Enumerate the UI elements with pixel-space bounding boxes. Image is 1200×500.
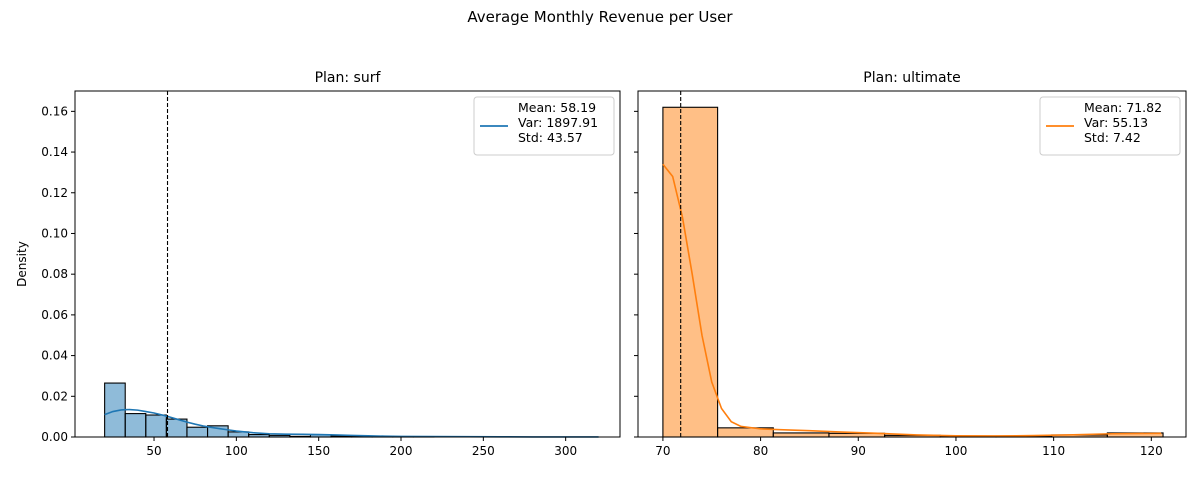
y-tick-label: 0.02 xyxy=(41,389,68,403)
histogram-bar xyxy=(186,426,209,438)
y-tick-label: 0.12 xyxy=(41,186,68,200)
y-tick-label: 0.16 xyxy=(41,104,68,118)
y-tick-label: 0.14 xyxy=(41,145,68,159)
legend-entry: Std: 7.42 xyxy=(1084,130,1141,145)
histogram-bar xyxy=(662,106,719,438)
x-tick-label: 70 xyxy=(655,444,670,458)
subplot-title: Plan: ultimate xyxy=(863,70,960,86)
x-tick-label: 200 xyxy=(390,444,413,458)
subplot-surf: Plan: surf 50 100 150 200 250 300 0.00 0.02 0.04 0… xyxy=(15,70,621,458)
histogram-bar xyxy=(145,414,167,438)
x-tick-label: 120 xyxy=(1140,444,1163,458)
x-tick-label: 150 xyxy=(307,444,330,458)
legend-entry: Mean: 58.19 xyxy=(518,100,596,115)
subplot-ultimate: Plan: ultimate 70 80 90 100 110 120 Mean: 71.82… xyxy=(634,70,1187,458)
x-tick-label: 250 xyxy=(472,444,495,458)
x-tick-label: 100 xyxy=(945,444,968,458)
histogram-bar xyxy=(124,413,147,438)
axes-frame xyxy=(74,90,621,438)
legend-entry: Var: 55.13 xyxy=(1084,115,1148,130)
legend-box xyxy=(473,96,615,156)
y-tick-label: 0.10 xyxy=(41,226,68,240)
subplot-title: Plan: surf xyxy=(315,70,382,86)
histogram-bar xyxy=(772,432,830,438)
x-tick-label: 110 xyxy=(1042,444,1065,458)
y-axis-label: Density xyxy=(15,241,29,287)
legend-entry: Mean: 71.82 xyxy=(1084,100,1162,115)
y-tick-label: 0.00 xyxy=(41,430,68,444)
x-tick-label: 50 xyxy=(146,444,161,458)
x-tick-label: 90 xyxy=(851,444,866,458)
legend-entry: Var: 1897.91 xyxy=(518,115,598,130)
figure-title: Average Monthly Revenue per User xyxy=(467,8,733,26)
legend-box xyxy=(1039,96,1181,156)
axes-frame xyxy=(637,90,1187,438)
y-tick-label: 0.06 xyxy=(41,308,68,322)
x-tick-label: 80 xyxy=(753,444,768,458)
y-tick-label: 0.08 xyxy=(41,267,68,281)
y-tick-label: 0.04 xyxy=(41,349,68,363)
x-tick-label: 100 xyxy=(225,444,248,458)
legend-entry: Std: 43.57 xyxy=(518,130,583,145)
kde-line xyxy=(662,163,1162,437)
x-tick-label: 300 xyxy=(554,444,577,458)
